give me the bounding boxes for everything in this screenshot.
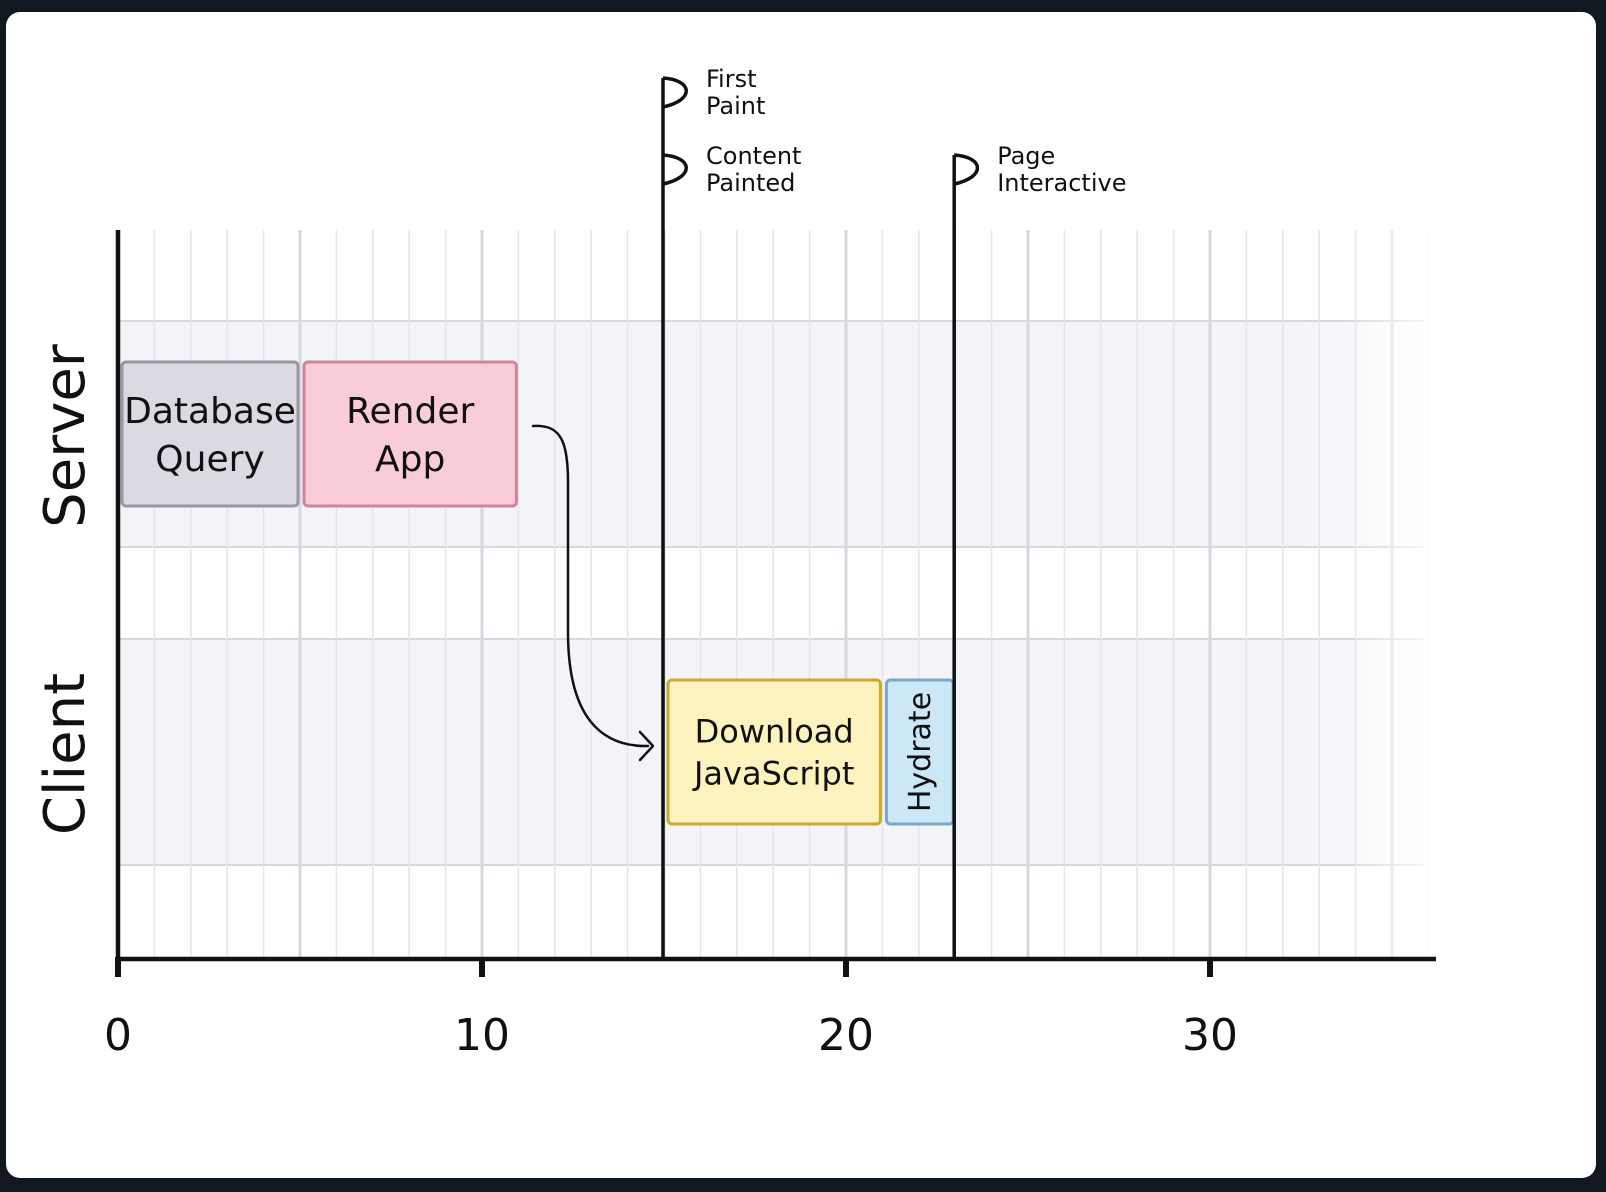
task-render-app: Render App	[302, 360, 518, 508]
task-label-line: JavaScript	[692, 755, 854, 793]
tasks: Database Query Render App Download JavaScript…	[120, 360, 955, 826]
lane-label-server: Server	[33, 343, 98, 528]
task-download-javascript: Download JavaScript	[666, 678, 882, 826]
marker-label-line: Paint	[706, 92, 765, 120]
task-box	[666, 678, 882, 826]
lane-labels: Server Client	[33, 343, 98, 835]
marker-label-line: Content	[706, 142, 801, 170]
grid-fade	[1346, 227, 1446, 967]
task-label-line: Render	[346, 391, 474, 432]
task-hydrate: Hydrate	[884, 678, 955, 826]
tick-label-20: 20	[818, 1010, 874, 1061]
marker-label-line: Page	[997, 142, 1055, 170]
task-label-line: Query	[155, 439, 264, 480]
tick-label-10: 10	[454, 1010, 510, 1061]
marker-label-line: Interactive	[997, 169, 1126, 197]
tick-label-30: 30	[1182, 1010, 1238, 1061]
axis-ticks: 0 10 20 30	[104, 957, 1238, 1061]
marker-label-line: Painted	[706, 169, 795, 197]
axes	[115, 230, 1436, 977]
timeline-diagram: Server Client Database Query Render App Downl…	[33, 65, 1458, 1061]
task-label-line: App	[375, 439, 445, 480]
flag-icon	[953, 153, 980, 186]
tick-label-0: 0	[104, 1010, 132, 1061]
diagram-card: Server Client Database Query Render App Downl…	[6, 12, 1596, 1178]
task-label-line: Download	[695, 713, 854, 751]
task-box	[120, 360, 300, 508]
flag-icon	[662, 76, 688, 109]
lane-label-client: Client	[33, 673, 98, 835]
task-label: Hydrate	[903, 692, 938, 812]
flag-icon	[662, 153, 688, 186]
task-label-line: Database	[124, 391, 296, 432]
flow-arrow-head	[638, 730, 655, 762]
marker-label-line: First	[706, 65, 757, 93]
task-database-query: Database Query	[120, 360, 300, 508]
task-box	[302, 360, 518, 508]
flow-arrow	[531, 424, 650, 748]
